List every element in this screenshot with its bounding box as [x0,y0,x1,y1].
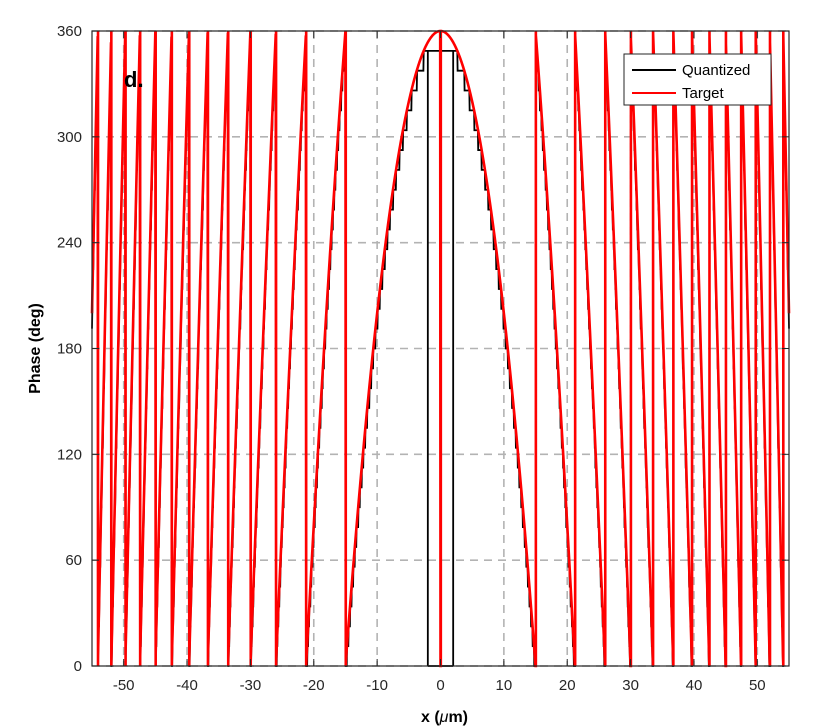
x-tick-label: -30 [240,677,262,694]
y-tick-label: 120 [57,446,82,463]
legend-label-quantized: Quantized [682,62,750,79]
legend: Quantized Target [623,53,772,106]
x-tick-label: 0 [436,677,444,694]
legend-label-target: Target [682,85,725,102]
y-tick-label: 180 [57,341,82,358]
y-tick-label: 60 [65,552,82,569]
ticks: -50 -40 -30 -20 -10 0 10 20 30 40 50 0 60 120 180 240 30… [57,23,789,694]
x-tick-label: 20 [559,677,576,694]
x-tick-label: -20 [303,677,325,694]
x-tick-label: 10 [496,677,513,694]
x-tick-label: -50 [113,677,135,694]
y-tick-label: 300 [57,129,82,146]
x-tick-label: 40 [686,677,703,694]
y-tick-label: 0 [74,658,82,675]
y-tick-label: 240 [57,235,82,252]
x-tick-label: -40 [176,677,198,694]
legend-box [623,53,772,106]
x-axis-label: x (μm) [421,709,468,726]
y-tick-label: 360 [57,23,82,40]
x-tick-label: 50 [749,677,766,694]
x-tick-label: 30 [622,677,639,694]
y-axis-label: Phase (deg) [27,303,44,394]
x-tick-label: -10 [366,677,388,694]
panel-label: d. [124,67,144,92]
